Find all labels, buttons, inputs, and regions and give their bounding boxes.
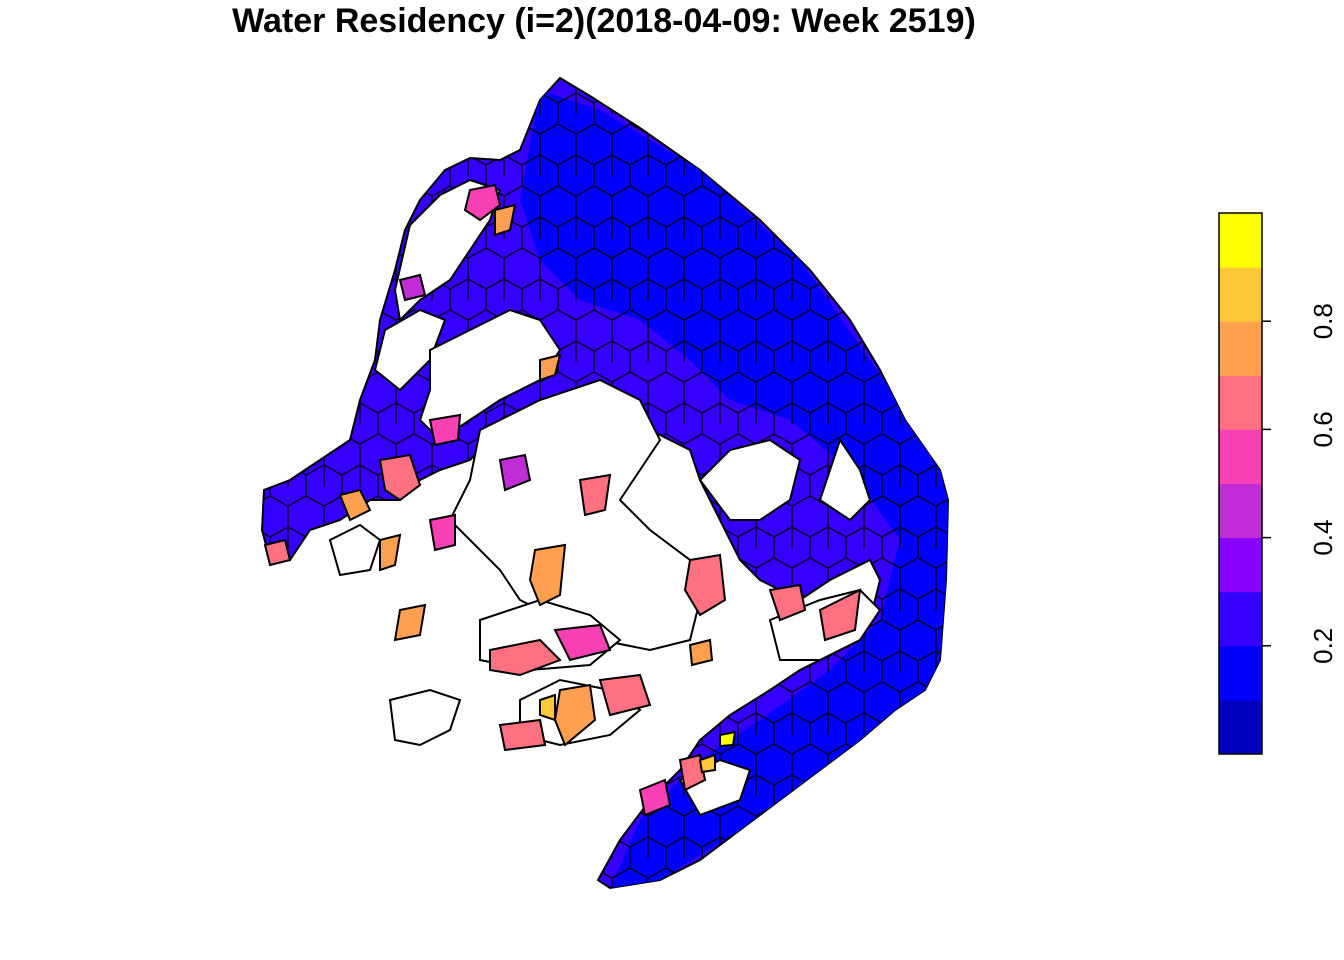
residency-patch — [463, 183, 502, 222]
residency-patch — [638, 778, 672, 817]
residency-patch — [683, 553, 727, 617]
residency-patch — [719, 730, 737, 748]
map-title: Water Residency (i=2)(2018-04-09: Week 2… — [232, 2, 976, 40]
legend-tick-label: 0.4 — [1308, 520, 1338, 556]
legend-band — [1219, 483, 1262, 539]
residency-patch — [428, 513, 456, 552]
legend-band — [1219, 699, 1262, 755]
residency-patch — [498, 453, 532, 492]
residency-patch — [494, 203, 517, 237]
color-legend: 0.2 0.4 0.6 0.8 — [1218, 212, 1338, 755]
residency-patch — [688, 638, 714, 667]
legend-tick-label: 0.2 — [1308, 628, 1338, 664]
residency-patch — [578, 473, 612, 517]
legend-band — [1219, 321, 1262, 376]
residency-patch — [553, 623, 612, 662]
residency-patch — [379, 533, 402, 572]
legend-band — [1219, 591, 1262, 647]
residency-patch — [678, 753, 707, 792]
residency-patch — [818, 588, 862, 642]
residency-patch — [498, 718, 547, 752]
legend-band — [1219, 645, 1262, 701]
legend-tick-label: 0.6 — [1308, 411, 1338, 447]
residency-patch — [398, 273, 427, 302]
residency-patch — [489, 638, 562, 677]
residency-patch — [539, 353, 562, 382]
residency-patch — [428, 413, 462, 447]
residency-patch — [598, 673, 652, 717]
legend-tick-label: 0.8 — [1308, 303, 1338, 339]
residency-patch — [539, 693, 556, 722]
residency-patch — [393, 603, 427, 642]
legend-band — [1219, 429, 1262, 484]
residency-patch — [698, 753, 716, 774]
residency-patches — [263, 183, 862, 817]
legend-band — [1219, 213, 1262, 268]
residency-patch — [528, 543, 567, 607]
residency-patch — [263, 538, 292, 567]
legend-band — [1219, 537, 1262, 593]
residency-patch — [338, 488, 372, 522]
legend-band — [1219, 375, 1262, 430]
residency-patch — [378, 453, 422, 502]
residency-patch — [768, 583, 807, 622]
legend-frame — [1218, 212, 1263, 755]
legend-band — [1219, 267, 1262, 322]
